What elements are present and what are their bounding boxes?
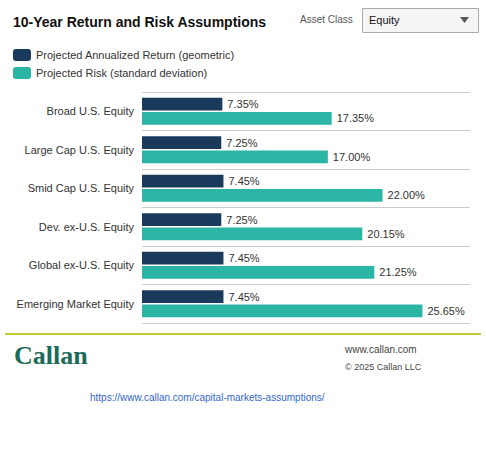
svg-text:Callan: Callan xyxy=(14,341,88,370)
svg-text:7.45%: 7.45% xyxy=(228,252,259,264)
svg-text:Broad U.S. Equity: Broad U.S. Equity xyxy=(47,105,135,117)
svg-text:Equity: Equity xyxy=(369,14,400,26)
svg-text:© 2025 Callan LLC: © 2025 Callan LLC xyxy=(345,362,422,372)
svg-text:7.25%: 7.25% xyxy=(226,137,257,149)
svg-text:Smid Cap U.S. Equity: Smid Cap U.S. Equity xyxy=(28,182,135,194)
svg-text:7.25%: 7.25% xyxy=(226,214,257,226)
svg-text:10-Year Return and Risk Assump: 10-Year Return and Risk Assumptions xyxy=(13,14,266,30)
svg-text:17.35%: 17.35% xyxy=(337,112,375,124)
svg-text:Dev. ex-U.S. Equity: Dev. ex-U.S. Equity xyxy=(39,221,135,233)
svg-text:Large Cap U.S. Equity: Large Cap U.S. Equity xyxy=(25,144,135,156)
svg-text:20.15%: 20.15% xyxy=(367,228,405,240)
svg-text:Global ex-U.S. Equity: Global ex-U.S. Equity xyxy=(29,259,135,271)
svg-text:Projected Risk (standard devia: Projected Risk (standard deviation) xyxy=(36,67,207,79)
svg-text:22.00%: 22.00% xyxy=(388,189,426,201)
svg-text:7.45%: 7.45% xyxy=(228,291,259,303)
svg-text:7.45%: 7.45% xyxy=(228,175,259,187)
svg-text:17.00%: 17.00% xyxy=(333,151,371,163)
svg-text:Emerging Market Equity: Emerging Market Equity xyxy=(17,298,135,310)
svg-text:Projected Annualized Return (g: Projected Annualized Return (geometric) xyxy=(36,49,234,61)
svg-text:7.35%: 7.35% xyxy=(227,98,258,110)
svg-text:www.callan.com: www.callan.com xyxy=(344,344,417,355)
svg-text:Asset Class: Asset Class xyxy=(300,14,353,25)
svg-text:https://www.callan.com/capital: https://www.callan.com/capital-markets-a… xyxy=(90,392,325,403)
svg-text:25.65%: 25.65% xyxy=(427,305,465,317)
svg-text:21.25%: 21.25% xyxy=(379,266,417,278)
